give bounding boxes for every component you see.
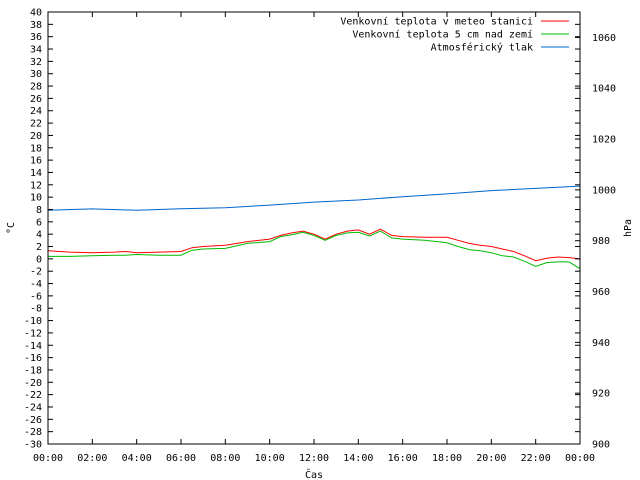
x-axis-label: Čas bbox=[305, 468, 323, 480]
series-line-3 bbox=[47, 185, 581, 211]
y-tick-label: -18 bbox=[24, 365, 42, 376]
y-tick-label: 14 bbox=[30, 168, 42, 179]
y-tick-label: 36 bbox=[30, 32, 42, 43]
y-tick-label: -6 bbox=[30, 291, 42, 302]
y-tick-label: 28 bbox=[30, 82, 42, 93]
y-tick-label: 32 bbox=[30, 57, 42, 68]
x-tick-label: 00:00 bbox=[565, 453, 595, 464]
y-tick-label: -4 bbox=[30, 279, 42, 290]
x-tick-label: 04:00 bbox=[122, 453, 152, 464]
y2-tick-label: 1020 bbox=[592, 135, 616, 146]
y-tick-label: 10 bbox=[30, 193, 42, 204]
y2-axis-label: hPa bbox=[623, 219, 634, 237]
y-tick-label: -24 bbox=[24, 402, 42, 413]
y-tick-label: 22 bbox=[30, 119, 42, 130]
y-tick-label: 20 bbox=[30, 131, 42, 142]
series-line-1 bbox=[47, 228, 581, 262]
y-tick-label: -30 bbox=[24, 440, 42, 451]
y-tick-label: -22 bbox=[24, 390, 42, 401]
y-tick-label: 40 bbox=[30, 8, 42, 19]
y-tick-label: 12 bbox=[30, 180, 42, 191]
x-tick-label: 14:00 bbox=[343, 453, 373, 464]
y-tick-label: 0 bbox=[36, 254, 42, 265]
y2-tick-label: 1000 bbox=[592, 185, 616, 196]
y2-tick-label: 960 bbox=[592, 287, 610, 298]
y2-tick-label: 980 bbox=[592, 236, 610, 247]
y-axis-label: °C bbox=[6, 222, 17, 234]
y-tick-label: 26 bbox=[30, 94, 42, 105]
y2-tick-label: 920 bbox=[592, 389, 610, 400]
y-tick-label: 8 bbox=[36, 205, 42, 216]
y-tick-label: 24 bbox=[30, 106, 42, 117]
y2-tick-label: 1040 bbox=[592, 84, 616, 95]
y-tick-label: 30 bbox=[30, 69, 42, 80]
x-tick-label: 20:00 bbox=[476, 453, 506, 464]
x-tick-label: 00:00 bbox=[33, 453, 63, 464]
x-tick-label: 18:00 bbox=[432, 453, 462, 464]
y-tick-label: 6 bbox=[36, 217, 42, 228]
series-lines bbox=[47, 185, 581, 270]
x-tick-label: 02:00 bbox=[77, 453, 107, 464]
legend-label-1: Venkovní teplota v meteo stanici bbox=[340, 16, 533, 28]
y2-tick-label: 940 bbox=[592, 338, 610, 349]
y-tick-label: -8 bbox=[30, 304, 42, 315]
axis-ticks: -30-28-26-24-22-20-18-16-14-12-10-8-6-4-… bbox=[24, 8, 616, 465]
y-tick-label: 16 bbox=[30, 156, 42, 167]
y-tick-label: -12 bbox=[24, 328, 42, 339]
legend-label-3: Atmosférický tlak bbox=[431, 42, 533, 54]
y-tick-label: 18 bbox=[30, 143, 42, 154]
y-tick-label: -14 bbox=[24, 341, 42, 352]
y-tick-label: 34 bbox=[30, 45, 42, 56]
x-tick-label: 08:00 bbox=[210, 453, 240, 464]
x-tick-label: 06:00 bbox=[166, 453, 196, 464]
y-tick-label: -20 bbox=[24, 378, 42, 389]
series-line-2 bbox=[48, 230, 581, 270]
y-tick-label: -16 bbox=[24, 353, 42, 364]
y-tick-label: -28 bbox=[24, 427, 42, 438]
y-tick-label: 2 bbox=[36, 242, 42, 253]
y2-tick-label: 900 bbox=[592, 440, 610, 451]
y-tick-label: 38 bbox=[30, 20, 42, 31]
x-tick-label: 16:00 bbox=[388, 453, 418, 464]
legend: Venkovní teplota v meteo staniciVenkovní… bbox=[340, 16, 569, 54]
x-tick-label: 22:00 bbox=[521, 453, 551, 464]
y-tick-label: -26 bbox=[24, 415, 42, 426]
y-tick-label: 4 bbox=[36, 230, 42, 241]
y2-tick-label: 1060 bbox=[592, 33, 616, 44]
legend-label-2: Venkovní teplota 5 cm nad zemí bbox=[352, 29, 533, 41]
x-tick-label: 12:00 bbox=[299, 453, 329, 464]
y-tick-label: -2 bbox=[30, 267, 42, 278]
y-tick-label: -10 bbox=[24, 316, 42, 327]
x-tick-label: 10:00 bbox=[255, 453, 285, 464]
